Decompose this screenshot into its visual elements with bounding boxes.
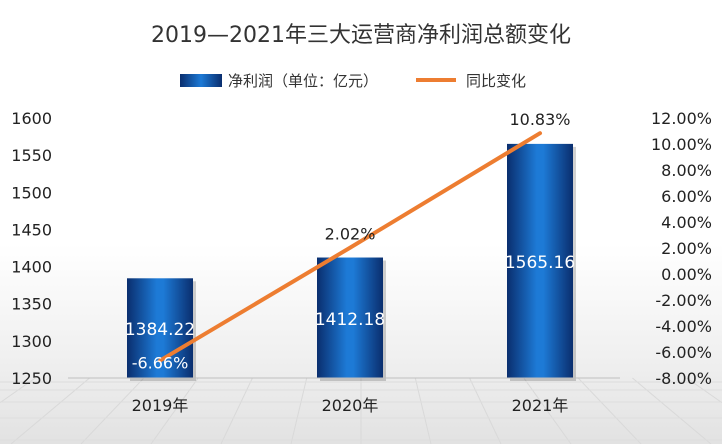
left-axis-tick-label: 1300 <box>11 332 52 351</box>
right-axis-tick-label: 8.00% <box>661 161 712 180</box>
right-axis-tick-label: 0.00% <box>661 265 712 284</box>
right-y-axis: -8.00% -6.00% -4.00% -2.00% 0.00% 2.00% 4.00% 6… <box>651 109 712 388</box>
left-axis-tick-label: 1550 <box>11 146 52 165</box>
line-value-label: -6.66% <box>132 354 189 373</box>
floor-grid-line <box>0 377 36 404</box>
bar <box>507 143 573 378</box>
right-axis-tick-label: -8.00% <box>655 369 712 388</box>
perspective-floor-grid <box>0 377 722 445</box>
floor-grid-line <box>290 377 308 445</box>
right-axis-tick-label: 4.00% <box>661 213 712 232</box>
floor-grid-line <box>469 377 502 445</box>
left-axis-tick-label: 1500 <box>11 183 52 202</box>
x-axis-tick-label: 2020年 <box>322 396 379 415</box>
floor-grid-line <box>577 377 642 445</box>
right-axis-tick-label: 10.00% <box>651 135 712 154</box>
left-y-axis: 1250 1300 1350 1400 1450 1500 1550 1600 <box>11 109 52 388</box>
bar-value-label: 1412.18 <box>315 310 385 330</box>
right-axis-tick-label: -2.00% <box>655 291 712 310</box>
legend-bar-swatch <box>180 74 222 87</box>
floor-grid-line <box>523 377 572 445</box>
x-axis-tick-label: 2021年 <box>512 396 569 415</box>
left-axis-tick-label: 1450 <box>11 220 52 239</box>
floor-grid-line <box>414 377 432 445</box>
line-value-label: 2.02% <box>325 225 376 244</box>
left-axis-tick-label: 1400 <box>11 258 52 277</box>
line-series <box>158 131 542 363</box>
line-point <box>539 132 541 134</box>
line-value-label: 10.83% <box>509 110 570 129</box>
right-axis-tick-label: 2.00% <box>661 239 712 258</box>
line-point <box>159 360 161 362</box>
bar-value-label: 1384.22 <box>125 320 195 340</box>
floor-grid-line <box>150 377 199 445</box>
floor-grid-line <box>686 377 722 404</box>
legend: 净利润（单位：亿元） 同比变化 <box>180 72 526 90</box>
right-axis-tick-label: -6.00% <box>655 343 712 362</box>
bar-value-label: 1565.16 <box>505 253 575 273</box>
bar <box>317 257 383 378</box>
floor-grid-line <box>80 377 145 445</box>
legend-bar-label: 净利润（单位：亿元） <box>228 72 378 90</box>
bar-data-labels: 1384.22 1412.18 1565.16 <box>125 253 575 340</box>
floor-grid-line <box>220 377 253 445</box>
chart-title: 2019—2021年三大运营商净利润总额变化 <box>151 23 571 48</box>
legend-line-label: 同比变化 <box>466 72 526 90</box>
line-data-labels: -6.66% 2.02% 10.83% <box>132 110 571 372</box>
left-axis-tick-label: 1600 <box>11 109 52 128</box>
x-axis: 2019年 2020年 2021年 <box>68 377 620 415</box>
floor-grid-line <box>10 377 90 445</box>
bar-series <box>127 143 576 381</box>
left-axis-tick-label: 1350 <box>11 295 52 314</box>
x-axis-tick-label: 2019年 <box>132 396 189 415</box>
left-axis-tick-label: 1250 <box>11 369 52 388</box>
right-axis-tick-label: -4.00% <box>655 317 712 336</box>
floor-grid-line <box>632 377 712 445</box>
right-axis-tick-label: 12.00% <box>651 109 712 128</box>
line-point <box>349 247 351 249</box>
right-axis-tick-label: 6.00% <box>661 187 712 206</box>
